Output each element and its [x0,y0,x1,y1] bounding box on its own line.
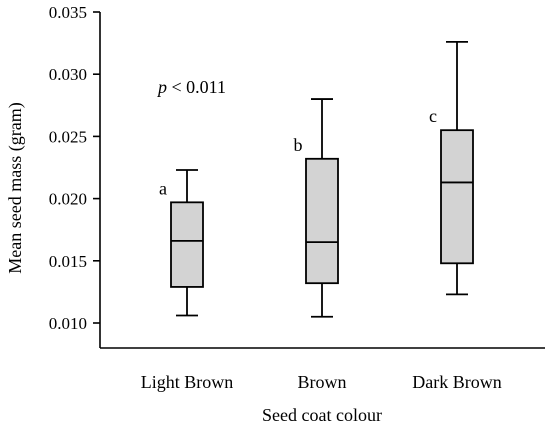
significance-letter: a [159,178,167,198]
box-group: c [429,40,474,296]
x-tick-label: Light Brown [141,372,234,392]
boxes: a b c [159,40,474,318]
y-axis-label: Mean seed mass (gram) [5,102,26,273]
y-tick-label: 0.015 [49,252,87,271]
p-value-annotation: p < 0.011 [156,77,226,97]
iqr-box [170,201,204,288]
significance-letter: b [294,135,303,155]
y-tick-label: 0.025 [49,127,87,146]
x-tick-label: Brown [298,372,347,392]
y-tick-label: 0.010 [49,314,87,333]
significance-letter: c [429,106,437,126]
x-axis-label: Seed coat colour [262,405,382,425]
x-tick-label: Dark Brown [412,372,501,392]
box-group: b [294,98,339,318]
y-tick-label: 0.035 [49,3,87,22]
p-value-text: < 0.011 [167,77,226,97]
x-tick-labels: Light Brown Brown Dark Brown [141,372,502,392]
iqr-box [440,129,474,265]
iqr-box [305,157,339,285]
y-tick-label: 0.020 [49,190,87,209]
p-symbol: p [156,77,167,97]
y-tick-label: 0.030 [49,65,87,84]
y-ticks: 0.010 0.015 0.020 0.025 0.030 0.035 [49,3,100,333]
box-group: a [159,169,204,317]
